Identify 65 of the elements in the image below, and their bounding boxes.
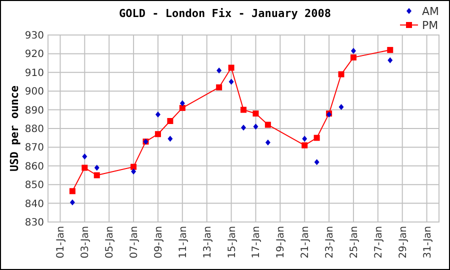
y-tick-label: 830 [24,218,44,228]
y-tick-label: 890 [24,105,44,116]
point [314,134,320,141]
point [302,136,308,142]
x-tick-label: 17-Jan [251,226,262,258]
point [387,46,394,53]
point [228,78,234,85]
x-tick-label: 05-Jan [104,226,116,258]
x-tick-label: 29-Jan [398,226,409,258]
point [94,172,100,178]
point [82,164,88,171]
x-tick-label: 13-Jan [202,226,214,258]
point [180,100,185,106]
point [155,111,160,118]
x-tick-label: 15-Jan [226,226,238,258]
y-tick-label: 910 [24,68,44,79]
x-tick-label: 21-Jan [300,226,312,258]
x-tick-label: 23-Jan [324,226,336,258]
y-tick-label: 860 [24,161,44,172]
y-tick-label: 870 [24,142,44,154]
point [94,164,100,171]
x-tick-label: 01-Jan [56,226,67,258]
x-tick-label: 25-Jan [348,226,360,258]
point [228,64,234,71]
point [216,84,222,90]
point [265,140,270,146]
point [302,142,308,148]
point [154,131,161,138]
y-tick-label: 850 [24,180,44,192]
point [264,122,271,128]
point [69,188,76,194]
y-tick-label: 930 [24,30,44,42]
y-axis-title: USD per ounce [8,85,21,172]
point [388,57,393,64]
point [253,124,258,130]
chart-title: GOLD - London Fix - January 2008 [119,7,331,20]
x-tick-label: 11-Jan [178,226,189,258]
x-tick-label: 27-Jan [373,226,384,258]
point [338,71,344,78]
point [130,164,137,170]
legend-label: PM [422,18,438,32]
point [167,118,174,124]
point [82,154,88,160]
point [252,110,259,117]
point [240,106,246,113]
point [216,68,222,74]
y-tick-label: 920 [24,49,44,60]
x-tick-label: 19-Jan [276,226,287,258]
point [350,48,356,54]
point [314,159,320,166]
point [338,104,344,110]
point [350,54,356,60]
point [241,124,246,131]
x-tick-label: 03-Jan [80,226,92,258]
y-tick-label: 900 [24,86,44,98]
point [131,168,136,175]
point [179,104,186,111]
y-tick-label: 880 [24,124,44,135]
y-tick-label: 840 [24,198,44,210]
x-tick-label: 09-Jan [153,226,164,258]
point [168,136,173,142]
x-tick-label: 31-Jan [422,226,434,258]
point [70,199,75,206]
legend-label: AM [422,4,440,18]
x-tick-label: 07-Jan [129,226,140,258]
